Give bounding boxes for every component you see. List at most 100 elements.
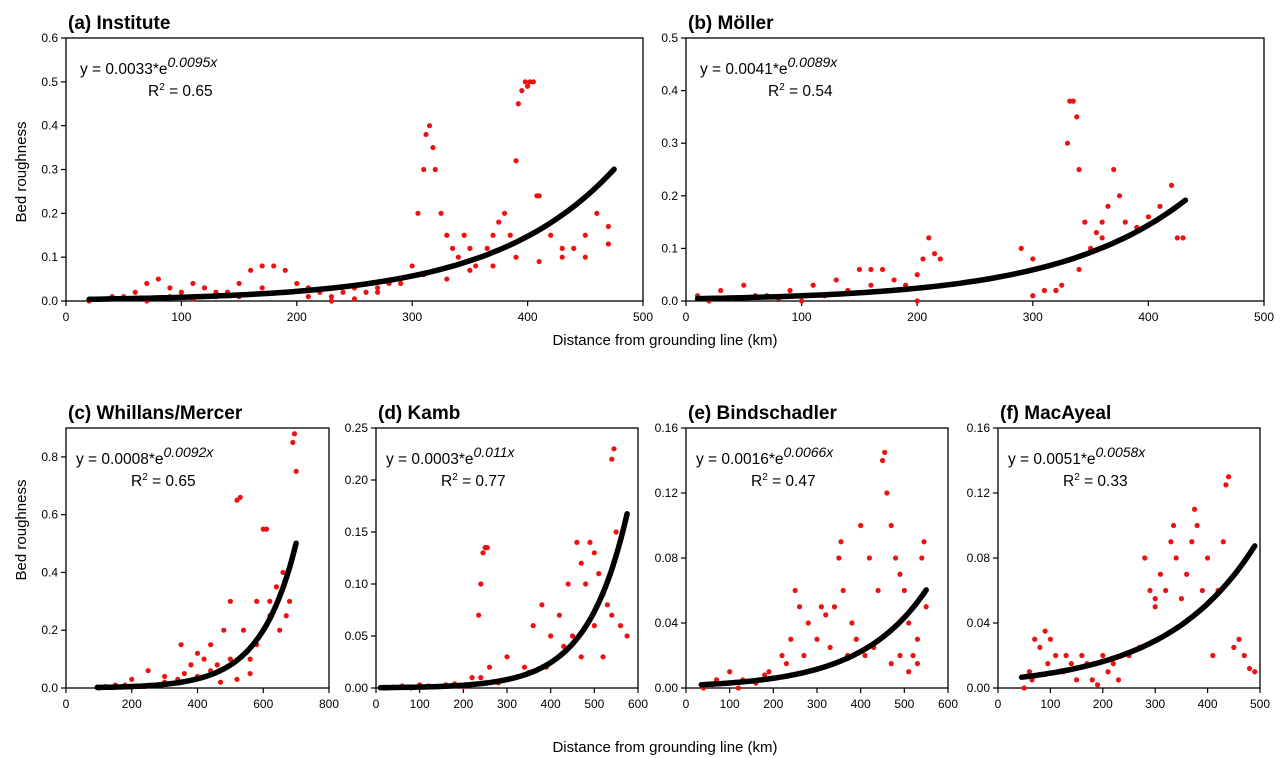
data-point xyxy=(1194,522,1200,529)
y-tick-label: 0.25 xyxy=(345,421,369,435)
data-point xyxy=(438,210,444,216)
y-axis-label-bottom: Bed roughness xyxy=(13,480,30,581)
data-point xyxy=(1079,652,1085,659)
panel-title: (e) Bindschadler xyxy=(688,403,837,424)
data-point xyxy=(1252,669,1258,675)
data-point xyxy=(787,287,793,294)
data-point xyxy=(1147,587,1153,594)
data-point xyxy=(888,522,894,529)
fit-equation: y = 0.0033*e0.0095x xyxy=(80,54,218,78)
data-point xyxy=(484,245,490,251)
x-tick-label: 100 xyxy=(171,310,191,324)
y-tick-label: 0.0 xyxy=(41,681,58,695)
y-tick-label: 0.0 xyxy=(661,294,678,308)
y-tick-label: 0.15 xyxy=(345,525,369,539)
data-point xyxy=(792,587,798,594)
data-point xyxy=(762,672,768,678)
data-point xyxy=(1142,555,1148,561)
data-point xyxy=(605,223,611,230)
data-point xyxy=(469,675,475,681)
data-point xyxy=(1105,203,1111,209)
panel-title: (c) Whillans/Mercer xyxy=(68,403,243,424)
data-point xyxy=(486,664,493,670)
data-point xyxy=(879,457,886,464)
data-point xyxy=(897,571,903,577)
fit-equation: y = 0.0041*e0.0089x xyxy=(700,54,838,78)
data-point xyxy=(571,245,577,251)
data-point xyxy=(801,652,807,659)
data-point xyxy=(430,144,436,151)
x-tick-label: 200 xyxy=(907,310,927,324)
r-squared-superscript: 2 xyxy=(142,472,148,483)
x-tick-label: 400 xyxy=(187,697,207,711)
data-point xyxy=(906,669,912,675)
scatter-points xyxy=(86,79,611,304)
data-point xyxy=(923,604,929,610)
x-tick-label: 0 xyxy=(683,310,690,324)
data-point xyxy=(1241,652,1247,659)
data-point xyxy=(1032,636,1038,642)
data-point xyxy=(849,620,855,626)
data-point xyxy=(1122,219,1128,225)
data-point xyxy=(783,661,790,667)
data-point xyxy=(882,449,888,455)
data-point xyxy=(1089,677,1095,683)
data-point xyxy=(1021,685,1027,691)
data-point xyxy=(901,587,907,594)
fit-equation-exponent: 0.0089x xyxy=(787,54,838,70)
data-point xyxy=(718,287,724,294)
data-point xyxy=(1059,282,1065,288)
data-point xyxy=(920,256,926,262)
data-point xyxy=(838,539,844,545)
data-point xyxy=(1074,114,1080,120)
data-point xyxy=(513,158,519,164)
data-point xyxy=(1191,506,1198,512)
data-point xyxy=(914,298,920,304)
data-point xyxy=(594,210,600,216)
y-tick-label: 0.16 xyxy=(967,421,991,435)
data-point xyxy=(496,219,502,225)
data-point xyxy=(1220,539,1226,545)
data-point xyxy=(799,298,805,304)
data-point xyxy=(194,650,201,656)
data-point xyxy=(1100,652,1106,659)
data-point xyxy=(155,276,161,282)
data-point xyxy=(788,636,794,642)
y-tick-label: 0.16 xyxy=(655,421,679,435)
data-point xyxy=(455,254,461,260)
data-point xyxy=(565,581,571,587)
y-tick-label: 0.2 xyxy=(41,206,58,220)
data-point xyxy=(866,555,873,561)
x-tick-label: 500 xyxy=(584,697,604,711)
data-point xyxy=(591,623,597,629)
data-point xyxy=(536,193,542,199)
data-point xyxy=(217,679,224,685)
data-point xyxy=(617,623,624,629)
data-point xyxy=(1223,482,1229,488)
data-point xyxy=(328,298,335,304)
data-point xyxy=(221,627,227,633)
data-point xyxy=(858,522,864,529)
data-point xyxy=(145,668,151,674)
data-point xyxy=(181,670,187,677)
data-point xyxy=(432,166,438,173)
data-point xyxy=(611,446,617,452)
panel-1: (a) Institute 0 100 200 300 400 500 0.0 0.1 0.2 0.… xyxy=(41,13,653,324)
r-squared-value: = 0.47 xyxy=(768,473,816,490)
data-point xyxy=(539,602,545,608)
data-point xyxy=(1111,166,1117,173)
x-tick-label: 400 xyxy=(541,697,561,711)
data-point xyxy=(1199,587,1205,594)
data-point xyxy=(1030,293,1036,299)
fit-equation-base: y = 0.0016*e xyxy=(696,451,783,468)
data-point xyxy=(144,280,150,287)
data-point xyxy=(1045,661,1051,667)
data-point xyxy=(1099,219,1105,225)
r-squared: R2 = 0.47 xyxy=(751,472,816,490)
data-point xyxy=(1168,539,1174,545)
scatter-points xyxy=(96,431,299,691)
y-tick-label: 0.04 xyxy=(655,616,679,630)
fit-equation-base: y = 0.0008*e xyxy=(76,451,163,468)
data-point xyxy=(827,644,833,650)
